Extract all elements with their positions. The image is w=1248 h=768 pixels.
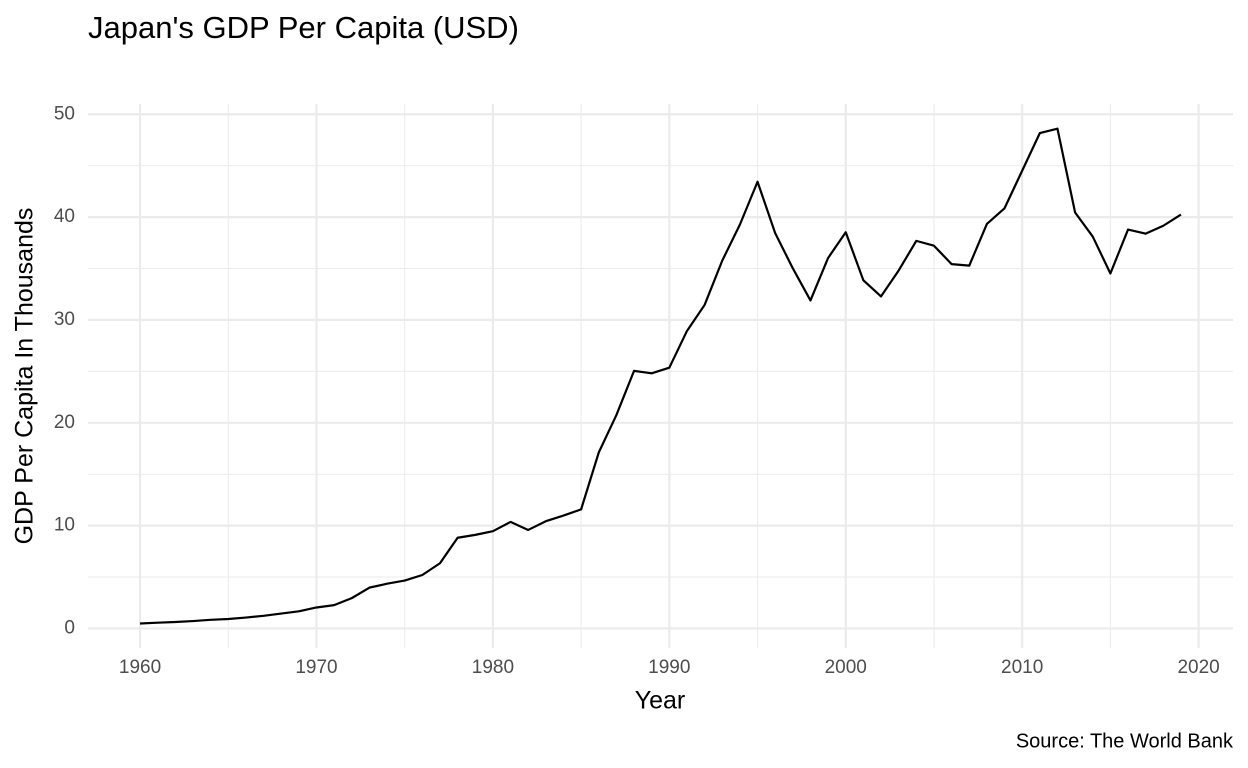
x-axis-title: Year: [635, 687, 686, 715]
y-tick-label: 10: [54, 515, 75, 536]
x-tick-label: 1970: [295, 657, 337, 678]
x-tick-label: 1960: [119, 657, 161, 678]
y-tick-label: 50: [54, 103, 75, 124]
y-tick-label: 40: [54, 206, 75, 227]
x-tick-label: 2020: [1177, 657, 1219, 678]
chart-title: Japan's GDP Per Capita (USD): [88, 10, 519, 45]
y-axis-title: GDP Per Capita In Thousands: [11, 208, 39, 545]
x-tick-label: 1990: [648, 657, 690, 678]
y-tick-label: 20: [54, 412, 75, 433]
x-tick-label: 1980: [472, 657, 514, 678]
line: [139, 127, 1182, 625]
y-tick-label: 0: [64, 617, 75, 638]
x-tick-label: 2000: [825, 657, 867, 678]
caption: Source: The World Bank: [1016, 730, 1234, 752]
y-tick-label: 30: [54, 309, 75, 330]
x-tick-label: 2010: [1001, 657, 1043, 678]
